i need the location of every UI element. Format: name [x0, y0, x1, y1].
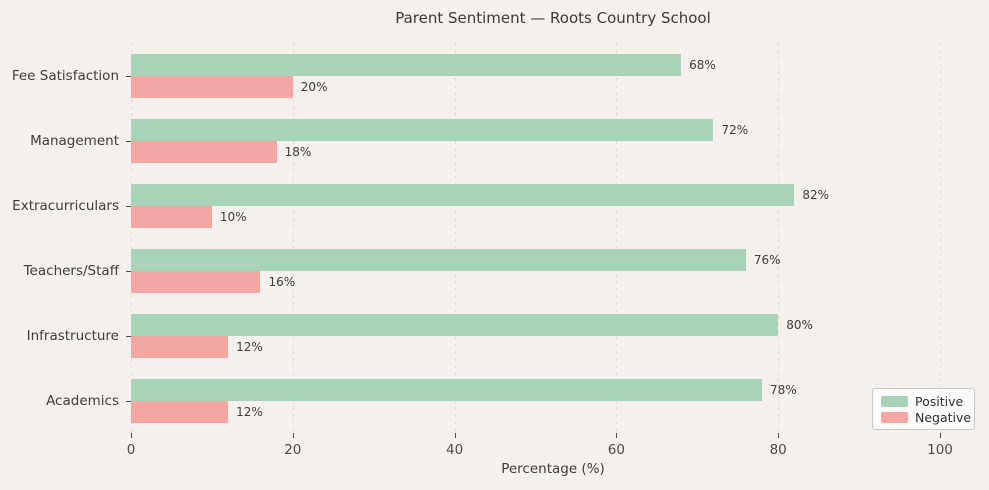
bar-row: Infrastructure 80% 12% [27, 303, 975, 368]
y-tick-mark [126, 335, 131, 337]
positive-bar [131, 53, 682, 76]
legend: Positive Negative [872, 388, 975, 430]
bar-row: Extracurriculars 82% 10% [12, 173, 975, 238]
positive-value-label: 76% [753, 252, 781, 267]
negative-bar [131, 75, 293, 98]
negative-value-label: 12% [236, 404, 263, 419]
bar-row: Management 72% 18% [30, 108, 975, 173]
x-tick-label: 80 [769, 442, 787, 458]
gridline [454, 43, 456, 433]
y-tick-mark [126, 205, 131, 207]
y-tick-mark [126, 270, 131, 272]
category-label: Academics [46, 392, 119, 409]
legend-label-positive: Positive [915, 393, 964, 409]
negative-value-label: 18% [284, 144, 312, 159]
x-tick-mark [454, 433, 456, 438]
category-label: Fee Satisfaction [11, 67, 119, 84]
bar-row: Fee Satisfaction 68% 20% [12, 43, 975, 108]
positive-value-label: 80% [786, 317, 813, 332]
negative-value-label: 12% [236, 339, 263, 354]
x-tick-mark [940, 433, 941, 438]
negative-bar [131, 205, 212, 228]
negative-value-label: 16% [268, 274, 296, 289]
negative-value-label: 20% [300, 79, 328, 94]
y-tick-mark [126, 400, 131, 402]
x-tick-mark [778, 433, 780, 438]
gridline [778, 43, 780, 433]
bar-row: Teachers/Staff 76% 16% [24, 238, 975, 303]
x-axis-label: Percentage (%) [501, 461, 605, 477]
x-tick-label: 100 [927, 442, 953, 458]
legend-label-negative: Negative [915, 409, 972, 425]
x-tick-mark [616, 433, 618, 438]
x-tick-label: 20 [284, 442, 302, 458]
x-tick-mark [131, 433, 132, 438]
x-tick-label: 40 [446, 442, 464, 458]
y-tick-mark [126, 75, 131, 77]
negative-swatch [881, 411, 908, 423]
positive-value-label: 68% [689, 57, 716, 72]
y-tick-mark [126, 140, 131, 142]
positive-bar [131, 378, 763, 401]
legend-entry-positive: Positive [881, 394, 966, 409]
gridline [616, 43, 618, 433]
category-label: Infrastructure [26, 327, 119, 344]
positive-value-label: 72% [721, 122, 749, 137]
positive-swatch [881, 395, 908, 407]
category-label: Extracurriculars [12, 197, 119, 214]
negative-value-label: 10% [219, 209, 247, 224]
category-label: Management [30, 132, 119, 149]
legend-entry-negative: Negative [881, 410, 971, 425]
negative-bar [131, 270, 261, 293]
positive-value-label: 78% [770, 382, 797, 397]
gridline [940, 43, 941, 433]
bar-row: Academics 78% 12% [46, 368, 975, 433]
gridline [131, 43, 132, 433]
category-label: Teachers/Staff [23, 262, 119, 279]
positive-bar [131, 183, 795, 206]
positive-bar [131, 118, 714, 141]
chart-title: Parent Sentiment — Roots Country School [395, 9, 711, 27]
positive-value-label: 82% [802, 187, 830, 202]
positive-bar [131, 313, 779, 336]
x-tick-label: 60 [607, 442, 625, 458]
negative-bar [131, 335, 229, 358]
x-tick-mark [292, 433, 294, 438]
negative-bar [131, 140, 277, 163]
x-tick-label: 0 [126, 442, 136, 458]
negative-bar [131, 400, 229, 423]
positive-bar [131, 248, 746, 271]
plot-area: 0 20 40 60 80 100 Fee Satisfaction 68% 20% Manage… [12, 43, 975, 458]
gridline [292, 43, 294, 433]
